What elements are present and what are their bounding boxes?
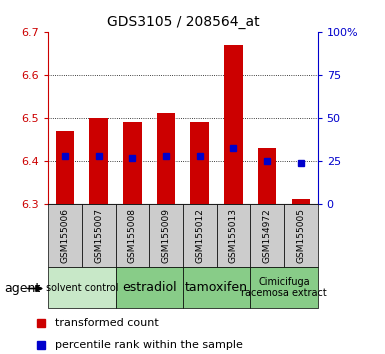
FancyBboxPatch shape [216,204,250,267]
Text: GSM155009: GSM155009 [162,208,171,263]
Text: agent: agent [4,282,40,295]
Text: GSM155007: GSM155007 [94,208,103,263]
Text: solvent control: solvent control [45,282,118,293]
FancyBboxPatch shape [116,204,149,267]
Text: estradiol: estradiol [122,281,176,294]
Text: GSM155006: GSM155006 [60,208,69,263]
Text: GSM154972: GSM154972 [263,208,271,263]
Text: GSM155008: GSM155008 [128,208,137,263]
Title: GDS3105 / 208564_at: GDS3105 / 208564_at [107,16,259,29]
FancyBboxPatch shape [250,204,284,267]
Bar [157,113,175,204]
Text: tamoxifen: tamoxifen [185,281,248,294]
FancyBboxPatch shape [250,267,318,308]
FancyBboxPatch shape [183,267,250,308]
Text: GSM155013: GSM155013 [229,208,238,263]
Text: percentile rank within the sample: percentile rank within the sample [55,339,243,350]
Bar [191,122,209,204]
Text: GSM155012: GSM155012 [195,208,204,263]
Bar [258,148,276,204]
Text: Cimicifuga
racemosa extract: Cimicifuga racemosa extract [241,277,327,298]
Bar [291,199,310,204]
Bar [89,118,108,204]
Bar [224,45,243,204]
Bar [123,122,142,204]
Text: transformed count: transformed count [55,318,158,329]
FancyBboxPatch shape [116,267,183,308]
Text: GSM155005: GSM155005 [296,208,305,263]
FancyBboxPatch shape [149,204,183,267]
FancyBboxPatch shape [48,267,116,308]
FancyBboxPatch shape [183,204,216,267]
FancyBboxPatch shape [48,204,82,267]
Bar [56,131,74,204]
FancyBboxPatch shape [82,204,116,267]
FancyBboxPatch shape [284,204,318,267]
